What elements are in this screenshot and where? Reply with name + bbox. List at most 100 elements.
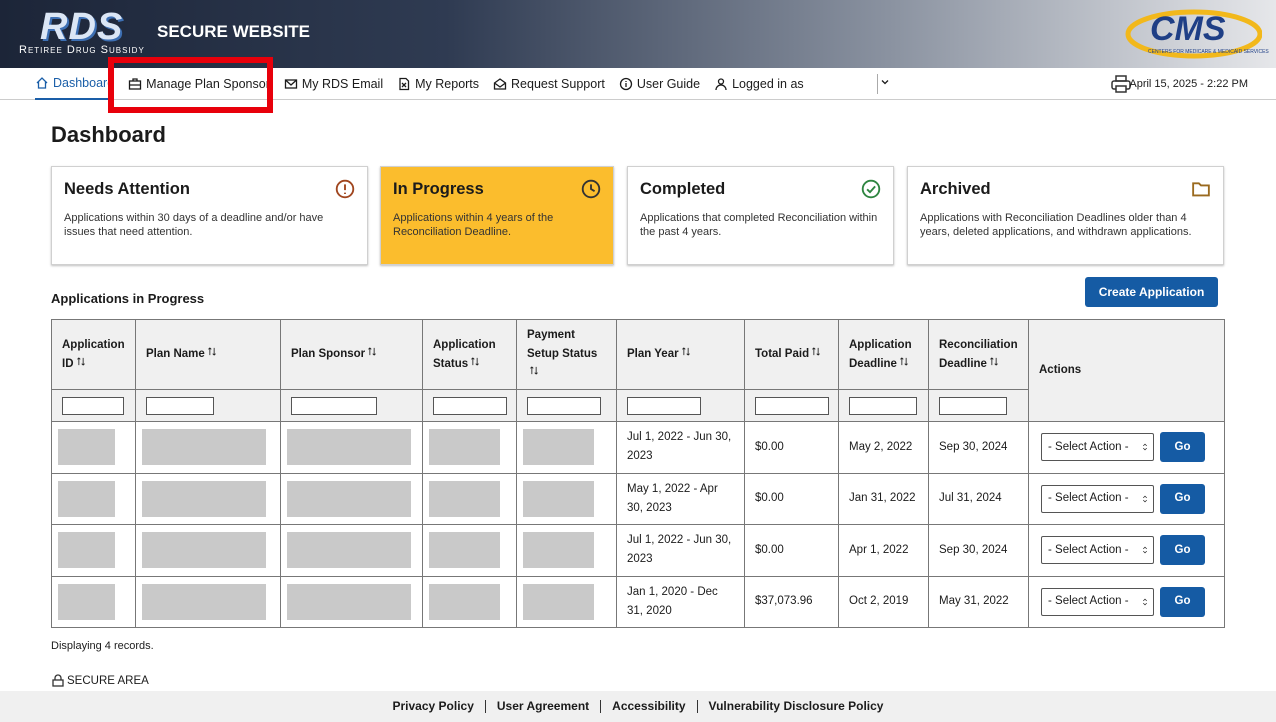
total-paid: $0.00: [745, 422, 839, 474]
application-deadline: Jan 31, 2022: [839, 473, 929, 525]
action-select[interactable]: - Select Action -: [1041, 588, 1154, 616]
nav-item[interactable]: My Reports: [397, 68, 479, 100]
filter-cell: [745, 390, 839, 422]
nav-item[interactable]: User Guide: [619, 68, 700, 100]
status-card[interactable]: In ProgressApplications within 4 years o…: [380, 166, 614, 265]
table-row: Jul 1, 2022 - Jun 30, 2023$0.00Apr 1, 20…: [52, 525, 1225, 577]
redacted-block: [142, 481, 266, 517]
column-header[interactable]: Application Deadline: [839, 320, 929, 390]
plan-year: Jul 1, 2022 - Jun 30, 2023: [617, 525, 745, 577]
card-title: In Progress: [393, 180, 601, 199]
redacted-block: [58, 481, 115, 517]
action-select[interactable]: - Select Action -: [1041, 536, 1154, 564]
redacted-block: [142, 429, 266, 465]
column-label: Application Status: [433, 339, 496, 370]
card-icon: [581, 179, 601, 199]
column-label: Actions: [1039, 364, 1081, 376]
application-deadline: May 2, 2022: [839, 422, 929, 474]
footer: Privacy PolicyUser AgreementAccessibilit…: [0, 691, 1276, 722]
applications-table: Application IDPlan NamePlan Sponsor Appli…: [51, 319, 1225, 628]
column-header[interactable]: Plan Year: [617, 320, 745, 390]
nav-label: User Guide: [637, 77, 700, 91]
user-menu-toggle[interactable]: [878, 75, 892, 92]
column-filter[interactable]: [527, 397, 601, 415]
column-header[interactable]: Plan Sponsor: [281, 320, 423, 390]
redacted-block: [287, 532, 411, 568]
redacted-block: [429, 429, 500, 465]
redacted-cell: [136, 525, 281, 577]
nav-icon: [397, 77, 411, 91]
actions-cell: - Select Action -Go: [1029, 422, 1225, 474]
redacted-cell: [136, 576, 281, 628]
footer-link[interactable]: Privacy Policy: [382, 700, 485, 713]
redacted-cell: [52, 473, 136, 525]
create-application-button[interactable]: Create Application: [1085, 277, 1218, 307]
column-label: Payment Setup Status: [527, 329, 597, 360]
table-head: Application IDPlan NamePlan Sponsor Appli…: [52, 320, 1225, 422]
redacted-cell: [517, 576, 617, 628]
nav-icon: [493, 77, 507, 91]
go-button[interactable]: Go: [1160, 484, 1205, 514]
redacted-block: [287, 584, 411, 620]
go-button[interactable]: Go: [1160, 432, 1205, 462]
redacted-cell: [281, 422, 423, 474]
card-icon: [861, 179, 881, 199]
sort-icon: [899, 356, 909, 367]
reconciliation-deadline: Jul 31, 2024: [929, 473, 1029, 525]
redacted-cell: [423, 576, 517, 628]
action-select[interactable]: - Select Action -: [1041, 485, 1154, 513]
select-placeholder: - Select Action -: [1048, 541, 1129, 560]
filter-cell: [839, 390, 929, 422]
redacted-block: [429, 532, 500, 568]
column-filter[interactable]: [433, 397, 507, 415]
column-filter[interactable]: [939, 397, 1007, 415]
status-card[interactable]: ArchivedApplications with Reconciliation…: [907, 166, 1224, 265]
table-row: Jan 1, 2020 - Dec 31, 2020$37,073.96Oct …: [52, 576, 1225, 628]
logo-subtitle: Retiree Drug Subsidy: [19, 44, 145, 56]
column-header[interactable]: Application ID: [52, 320, 136, 390]
column-filter[interactable]: [62, 397, 124, 415]
select-arrow: [1141, 441, 1149, 453]
select-arrow: [1141, 493, 1149, 505]
filter-cell: [929, 390, 1029, 422]
column-filter[interactable]: [291, 397, 377, 415]
table-body: Jul 1, 2022 - Jun 30, 2023$0.00May 2, 20…: [52, 422, 1225, 628]
column-label: Reconciliation Deadline: [939, 339, 1018, 370]
column-header[interactable]: Total Paid: [745, 320, 839, 390]
filter-cell: [517, 390, 617, 422]
application-deadline: Apr 1, 2022: [839, 525, 929, 577]
rds-logo[interactable]: RDS: [40, 6, 123, 49]
plan-year: Jan 1, 2020 - Dec 31, 2020: [617, 576, 745, 628]
nav-item[interactable]: Logged in as: [714, 68, 804, 100]
sort-icon: [811, 346, 821, 357]
action-select[interactable]: - Select Action -: [1041, 433, 1154, 461]
nav-icon: [619, 77, 633, 91]
footer-link[interactable]: Accessibility: [600, 700, 696, 713]
redacted-cell: [52, 525, 136, 577]
column-header[interactable]: Application Status: [423, 320, 517, 390]
column-filter[interactable]: [755, 397, 829, 415]
redacted-cell: [423, 422, 517, 474]
column-filter[interactable]: [146, 397, 214, 415]
column-filter[interactable]: [627, 397, 701, 415]
go-button[interactable]: Go: [1160, 535, 1205, 565]
footer-link[interactable]: Vulnerability Disclosure Policy: [697, 700, 895, 713]
nav-item[interactable]: Request Support: [493, 68, 605, 100]
redacted-cell: [136, 422, 281, 474]
reconciliation-deadline: May 31, 2022: [929, 576, 1029, 628]
sort-icon: [470, 356, 480, 367]
column-header[interactable]: Reconciliation Deadline: [929, 320, 1029, 390]
print-icon[interactable]: [1111, 75, 1131, 93]
nav-item[interactable]: Dashboard: [35, 68, 114, 100]
go-button[interactable]: Go: [1160, 587, 1205, 617]
nav-item[interactable]: My RDS Email: [284, 68, 383, 100]
column-filter[interactable]: [849, 397, 917, 415]
footer-link[interactable]: User Agreement: [485, 700, 600, 713]
status-card[interactable]: CompletedApplications that completed Rec…: [627, 166, 894, 265]
application-deadline: Oct 2, 2019: [839, 576, 929, 628]
status-card[interactable]: Needs AttentionApplications within 30 da…: [51, 166, 368, 265]
column-header[interactable]: Payment Setup Status: [517, 320, 617, 390]
column-header[interactable]: Plan Name: [136, 320, 281, 390]
cms-logo[interactable]: CMS: [1150, 10, 1226, 49]
